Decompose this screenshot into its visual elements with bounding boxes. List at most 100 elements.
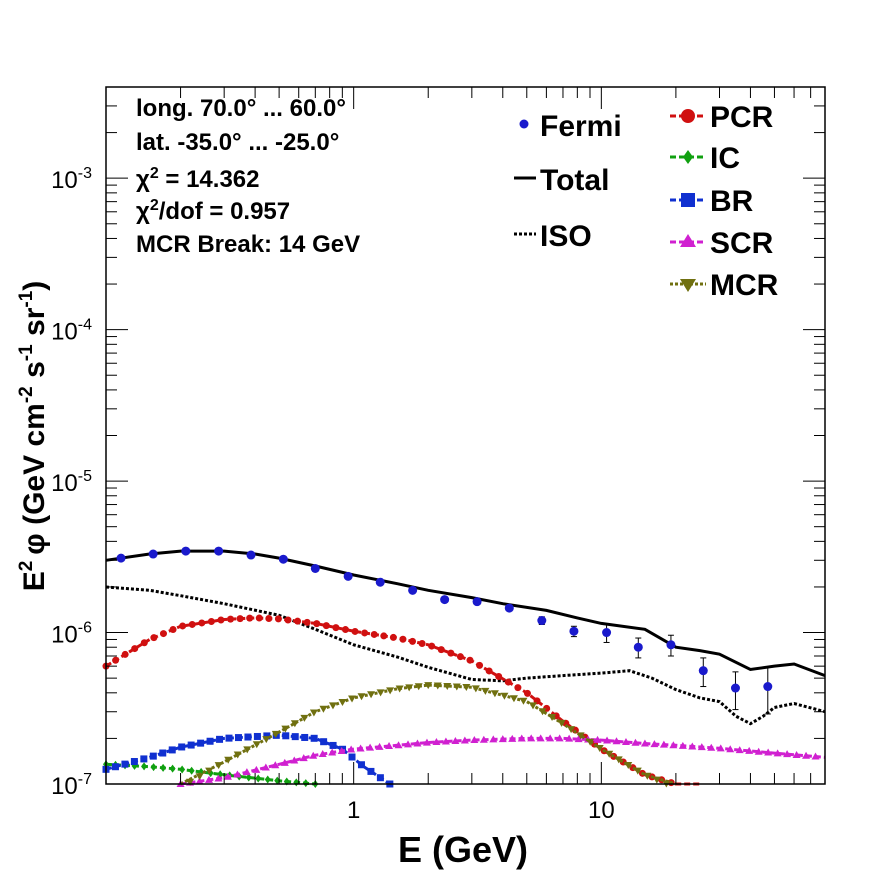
- legend-left: Fermi Total ISO: [514, 110, 622, 253]
- scr-curve: [180, 736, 826, 786]
- mcr-marker: [652, 776, 661, 784]
- scr-marker: [640, 739, 649, 747]
- pcr-marker: [322, 622, 330, 630]
- pcr-marker: [504, 678, 512, 686]
- fermi-point: [408, 585, 418, 595]
- scr-marker: [716, 744, 725, 752]
- mcr-series: [179, 682, 677, 788]
- mcr-marker: [290, 720, 299, 728]
- mcr-marker: [500, 692, 509, 700]
- ic-marker: [169, 764, 176, 773]
- pcr-marker: [437, 646, 445, 654]
- br-marker: [225, 734, 233, 742]
- scr-marker: [366, 743, 375, 751]
- mcr-marker: [462, 684, 471, 692]
- annotation-chi2-dof: χ2/dof = 0.957: [136, 197, 290, 225]
- scr-marker: [422, 738, 431, 746]
- fermi-point: [633, 642, 643, 652]
- scr-marker: [783, 750, 792, 758]
- mcr-marker: [357, 693, 366, 701]
- ic-marker: [160, 763, 167, 772]
- ic-marker: [302, 779, 309, 788]
- legend-pcr-label: PCR: [710, 101, 774, 134]
- iso-series: [105, 585, 826, 726]
- pcr-marker: [409, 637, 417, 645]
- br-marker: [376, 774, 384, 782]
- scr-marker: [612, 737, 621, 745]
- ic-marker: [141, 762, 148, 771]
- br-marker: [348, 753, 356, 761]
- br-marker: [282, 732, 290, 740]
- scr-marker: [792, 750, 801, 758]
- legend-iso-label: ISO: [540, 220, 592, 253]
- pcr-marker: [428, 642, 436, 650]
- fermi-point: [278, 554, 288, 564]
- br-marker: [244, 733, 252, 741]
- mcr-marker: [367, 691, 376, 699]
- fermi-point: [666, 640, 676, 650]
- scr-marker: [565, 734, 574, 742]
- scr-marker: [413, 739, 422, 747]
- mcr-marker: [576, 732, 585, 740]
- scr-marker: [802, 751, 811, 759]
- fermi-point: [148, 549, 158, 559]
- pcr-marker: [198, 619, 206, 627]
- mcr-marker: [214, 762, 223, 770]
- mcr-marker: [414, 683, 423, 691]
- pcr-marker: [418, 639, 426, 647]
- scr-marker: [451, 736, 460, 744]
- mcr-marker: [319, 705, 328, 713]
- mcr-marker: [243, 746, 252, 754]
- scr-marker: [271, 761, 280, 769]
- mcr-marker: [252, 741, 261, 749]
- y-tick-label: 10-6: [51, 620, 92, 649]
- br-marker: [320, 738, 328, 746]
- scr-marker: [479, 735, 488, 743]
- fermi-point: [537, 616, 547, 626]
- scr-marker: [318, 750, 327, 758]
- br-marker: [159, 749, 167, 757]
- scr-marker: [375, 742, 384, 750]
- ic-marker: [188, 766, 195, 775]
- x-tick-label: 1: [347, 797, 360, 824]
- legend-scr-label: SCR: [710, 227, 774, 260]
- fermi-point: [375, 577, 385, 587]
- mcr-marker: [529, 702, 538, 710]
- scr-series: [176, 734, 826, 787]
- pcr-marker: [523, 689, 531, 697]
- br-marker: [329, 741, 337, 749]
- legend-scr-marker: [680, 234, 696, 247]
- scr-marker: [678, 741, 687, 749]
- mcr-marker: [386, 687, 395, 695]
- mcr-marker: [338, 698, 347, 706]
- legend-mcr-marker: [680, 279, 696, 292]
- scr-marker: [546, 734, 555, 742]
- mcr-marker: [471, 685, 480, 693]
- mcr-marker: [519, 697, 528, 705]
- annotation-mcr-break: MCR Break: 14 GeV: [136, 231, 360, 258]
- scr-marker: [726, 745, 735, 753]
- br-marker: [178, 743, 186, 751]
- scr-marker: [195, 777, 204, 785]
- scr-marker: [669, 741, 678, 749]
- pcr-marker: [150, 634, 158, 642]
- mcr-marker: [195, 773, 204, 781]
- mcr-marker: [271, 730, 280, 738]
- pcr-marker: [246, 614, 254, 622]
- br-marker: [367, 767, 375, 775]
- ic-marker: [150, 763, 157, 772]
- pcr-marker: [217, 616, 225, 624]
- fermi-points: [116, 546, 773, 715]
- pcr-marker: [370, 630, 378, 638]
- br-marker: [168, 746, 176, 754]
- annotation-longitude: long. 70.0° ... 60.0°: [136, 95, 346, 122]
- total-series: [105, 549, 826, 678]
- pcr-marker: [303, 618, 311, 626]
- mcr-marker: [548, 714, 557, 722]
- scr-marker: [650, 740, 659, 748]
- scr-marker: [574, 735, 583, 743]
- fermi-point: [698, 666, 708, 676]
- scr-marker: [252, 765, 261, 773]
- scr-marker: [299, 754, 308, 762]
- scr-marker: [385, 742, 394, 750]
